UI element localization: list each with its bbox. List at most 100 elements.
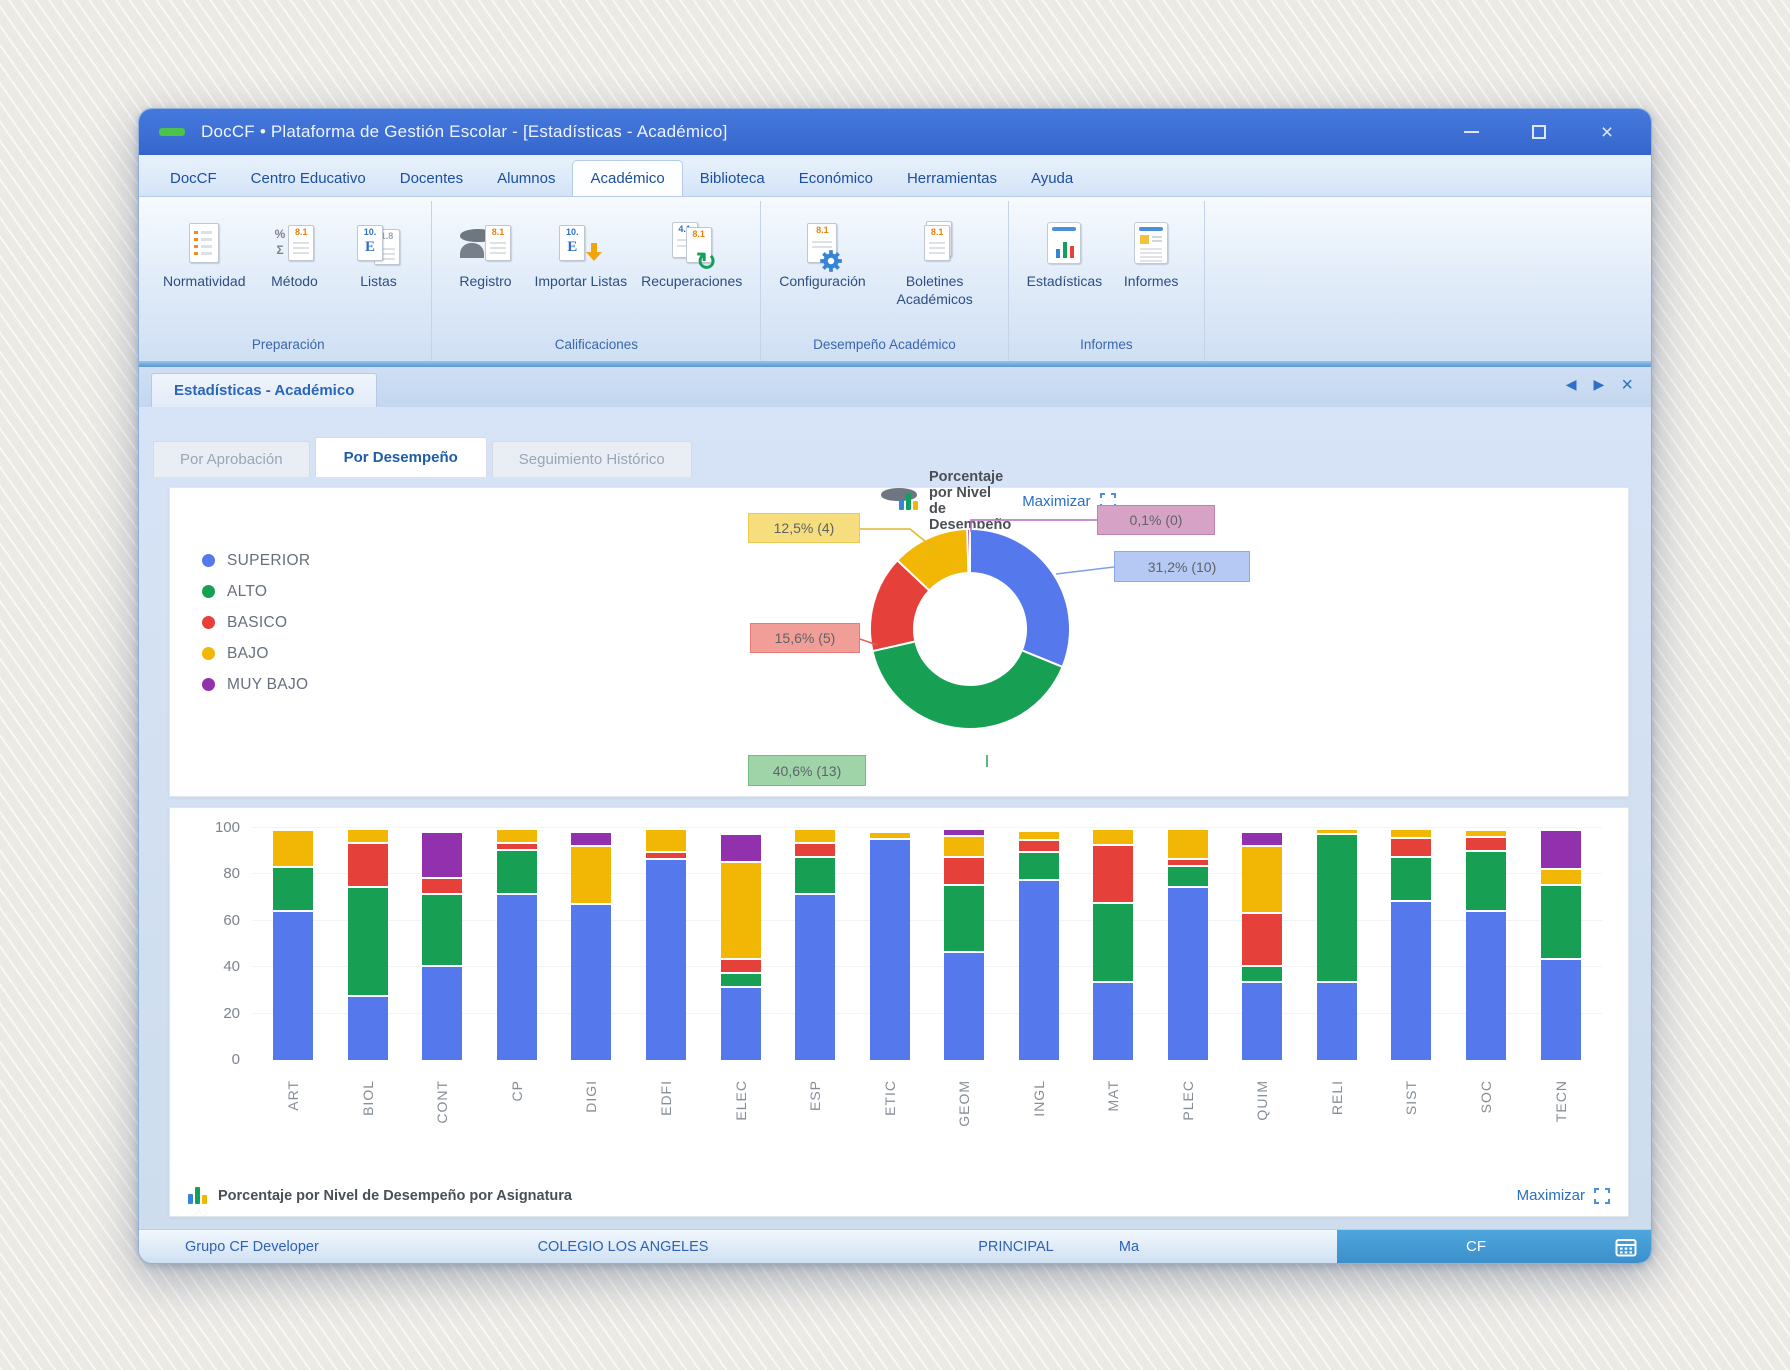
y-tick-60: 60 bbox=[223, 911, 240, 929]
method-formula-icon: % Σ 8.1 bbox=[275, 215, 315, 271]
ribbon-item-registro[interactable]: 8.1 Registro bbox=[450, 215, 520, 291]
ribbon-item-configuracion[interactable]: 8.1 Configuración bbox=[779, 215, 866, 291]
tab-next-icon[interactable]: ▶ bbox=[1593, 376, 1605, 392]
document-tab-estadisticas-academico[interactable]: Estadísticas - Académico bbox=[151, 373, 378, 407]
segment-alto bbox=[347, 888, 388, 997]
bar-cp[interactable] bbox=[496, 830, 537, 1060]
gridline-20 bbox=[252, 1012, 1602, 1014]
segment-muy-bajo bbox=[422, 833, 463, 879]
segment-bajo bbox=[273, 831, 314, 868]
ribbon-item-informes[interactable]: Informes bbox=[1116, 215, 1186, 291]
segment-basico bbox=[1018, 841, 1059, 853]
x-label-cont: CONT bbox=[422, 1080, 462, 1162]
menu-academico[interactable]: Académico bbox=[572, 160, 683, 196]
segment-bajo bbox=[720, 863, 761, 960]
donut-slice-muy-bajo[interactable] bbox=[966, 527, 971, 575]
legend-label: BASICO bbox=[227, 613, 288, 631]
bar-cont[interactable] bbox=[422, 833, 463, 1060]
bar-biol[interactable] bbox=[347, 830, 388, 1060]
menu-docentes[interactable]: Docentes bbox=[399, 170, 464, 187]
bar-elec[interactable] bbox=[720, 835, 761, 1060]
tab-prev-icon[interactable]: ◀ bbox=[1565, 376, 1577, 392]
x-label-text: GEOM bbox=[956, 1080, 973, 1127]
segment-basico bbox=[795, 844, 836, 858]
maximize-donut-button[interactable]: Maximizar bbox=[1022, 493, 1116, 510]
segment-alto bbox=[1466, 852, 1507, 912]
minimize-button[interactable] bbox=[1461, 122, 1481, 142]
segment-superior bbox=[720, 988, 761, 1060]
x-label-text: ART bbox=[285, 1080, 302, 1111]
bar-geom[interactable] bbox=[944, 830, 985, 1060]
mini-bar-chart-icon bbox=[899, 492, 918, 510]
segment-alto bbox=[273, 868, 314, 912]
status-school: COLEGIO LOS ANGELES bbox=[537, 1238, 709, 1255]
subtab-seguimiento-historico[interactable]: Seguimiento Histórico bbox=[491, 441, 692, 477]
ribbon-item-boletines-academicos[interactable]: 8.1 Boletines Académicos bbox=[880, 215, 990, 308]
mini-bar-chart-icon bbox=[188, 1187, 207, 1204]
menu-herramientas[interactable]: Herramientas bbox=[906, 170, 997, 187]
statistics-chart-icon bbox=[1047, 215, 1082, 271]
segment-superior bbox=[1316, 983, 1357, 1060]
maximize-button[interactable] bbox=[1529, 122, 1549, 142]
callout-bajo: 12,5% (4) bbox=[748, 513, 860, 543]
ribbon-item-metodo[interactable]: % Σ 8.1 Método bbox=[259, 215, 329, 291]
subtab-por-desempeno[interactable]: Por Desempeño bbox=[314, 437, 487, 477]
menu-alumnos[interactable]: Alumnos bbox=[497, 170, 556, 187]
ribbon-item-listas[interactable]: 10. E 1.8 Listas bbox=[343, 215, 413, 291]
calendar-icon[interactable] bbox=[1615, 1237, 1637, 1257]
x-label-text: BIOL bbox=[359, 1080, 376, 1116]
bar-ingl[interactable] bbox=[1018, 832, 1059, 1060]
donut-slice-superior[interactable] bbox=[969, 527, 1071, 669]
bar-digi[interactable] bbox=[571, 833, 612, 1060]
x-label-text: EDFI bbox=[658, 1080, 674, 1116]
ribbon-item-label: Importar Listas bbox=[534, 273, 628, 289]
tab-close-icon[interactable]: × bbox=[1621, 373, 1633, 396]
menu-centro-educativo[interactable]: Centro Educativo bbox=[250, 170, 366, 187]
segment-superior bbox=[1466, 912, 1507, 1060]
menu-ayuda[interactable]: Ayuda bbox=[1030, 170, 1074, 187]
legend-item-muy-bajo: MUY BAJO bbox=[202, 669, 310, 700]
bar-edfi[interactable] bbox=[646, 830, 686, 1060]
menu-doccf[interactable]: DocCF bbox=[170, 170, 217, 187]
bar-plec[interactable] bbox=[1167, 830, 1208, 1060]
bar-art[interactable] bbox=[273, 831, 314, 1060]
legend-dot-icon bbox=[202, 616, 215, 629]
lists-documents-icon: 10. E 1.8 bbox=[356, 215, 400, 271]
ribbon-divider bbox=[139, 361, 1651, 367]
ribbon-item-importar-listas[interactable]: 10. E Importar Listas bbox=[534, 215, 627, 291]
bar-sist[interactable] bbox=[1391, 830, 1432, 1060]
segment-superior bbox=[869, 840, 910, 1060]
segment-basico bbox=[646, 853, 686, 860]
segment-superior bbox=[571, 905, 612, 1060]
y-tick-100: 100 bbox=[214, 819, 240, 836]
bar-quim[interactable] bbox=[1242, 833, 1283, 1060]
x-label-text: ESP bbox=[807, 1080, 824, 1112]
x-label-cp: CP bbox=[497, 1080, 537, 1162]
bar-chart-panel: 0 20 40 60 80 100 ART BIOL CONT CP DIGI EDFI ELEC ES… bbox=[169, 807, 1629, 1217]
x-label-digi: DIGI bbox=[571, 1080, 611, 1162]
bar-etic[interactable] bbox=[869, 833, 910, 1060]
bar-mat[interactable] bbox=[1093, 830, 1134, 1060]
ribbon-item-normatividad[interactable]: Normatividad bbox=[163, 215, 245, 291]
status-group: Grupo CF Developer bbox=[185, 1238, 319, 1255]
maximize-bar-button[interactable]: Maximizar bbox=[1517, 1187, 1610, 1204]
ribbon-item-recuperaciones[interactable]: 4.1 8.1 ↻ Recuperaciones bbox=[641, 215, 742, 291]
ribbon-group-informes: Estadísticas Informes Informes bbox=[1009, 201, 1206, 361]
segment-muy-bajo bbox=[1242, 833, 1283, 847]
segment-muy-bajo bbox=[1540, 831, 1581, 870]
callout-muy-bajo: 0,1% (0) bbox=[1097, 505, 1215, 535]
bar-tecn[interactable] bbox=[1540, 831, 1581, 1060]
donut-chart: SUPERIOR ALTO BASICO BAJO MUY BAJO 31,2% (10… bbox=[170, 501, 1628, 786]
bar-soc[interactable] bbox=[1466, 831, 1507, 1060]
subtab-por-aprobacion[interactable]: Por Aprobación bbox=[153, 441, 310, 477]
menu-economico[interactable]: Económico bbox=[798, 170, 873, 187]
x-label-soc: SOC bbox=[1466, 1080, 1506, 1162]
legend-item-superior: SUPERIOR bbox=[202, 545, 310, 576]
bar-esp[interactable] bbox=[795, 830, 836, 1060]
menu-biblioteca[interactable]: Biblioteca bbox=[699, 170, 765, 187]
donut-slice-alto[interactable] bbox=[871, 640, 1064, 730]
ribbon-item-estadisticas[interactable]: Estadísticas bbox=[1027, 215, 1102, 291]
segment-alto bbox=[720, 974, 761, 988]
bar-reli[interactable] bbox=[1316, 830, 1357, 1060]
close-button[interactable]: × bbox=[1600, 120, 1614, 144]
